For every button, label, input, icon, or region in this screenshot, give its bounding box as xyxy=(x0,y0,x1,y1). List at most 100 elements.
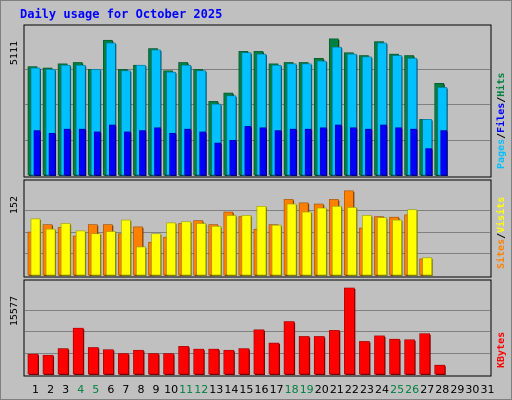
kbytes-max-label: 15577 xyxy=(9,296,20,326)
hits-pages-bar-26 xyxy=(410,128,417,176)
visits-sites-bar-5 xyxy=(90,233,101,276)
panel-kbytes: 15577 KBytes xyxy=(9,279,507,377)
kbytes-kbytes-bar-23 xyxy=(359,341,370,375)
hits-pages-bar-15 xyxy=(244,126,252,176)
x-tick-label-7: 7 xyxy=(122,383,129,396)
visits-sites-bar-26 xyxy=(407,209,417,276)
hits-pages-bar-20 xyxy=(319,127,327,176)
hits-legend-item-2: Files xyxy=(495,103,507,133)
visits-legend: Sites/Visits xyxy=(495,197,507,269)
kbytes-kbytes-bar-12 xyxy=(193,348,205,375)
hits-pages-bar-8 xyxy=(139,130,146,176)
hits-pages-bar-18 xyxy=(289,128,297,176)
hits-pages-bar-27 xyxy=(425,148,432,176)
visits-sites-bar-19 xyxy=(301,211,312,276)
hits-pages-bar-28 xyxy=(440,130,448,176)
kbytes-kbytes-bar-2 xyxy=(42,354,54,375)
x-tick-label-4: 4 xyxy=(77,383,84,396)
hits-pages-bar-17 xyxy=(274,130,282,176)
x-tick-label-2: 2 xyxy=(47,383,54,396)
visits-max-label: 152 xyxy=(9,196,20,214)
chart-title: Daily usage for October 2025 xyxy=(20,7,222,21)
kbytes-kbytes-bar-21 xyxy=(328,330,340,375)
visits-sites-bar-15 xyxy=(241,215,252,276)
x-tick-label-11: 11 xyxy=(179,383,193,396)
x-tick-label-10: 10 xyxy=(164,383,178,396)
panel-visits: 152 Sites/Visits xyxy=(9,179,507,278)
visits-sites-bar-3 xyxy=(60,223,71,276)
hits-pages-bar-13 xyxy=(214,142,222,176)
kbytes-kbytes-bar-8 xyxy=(133,349,144,375)
kbytes-kbytes-bar-17 xyxy=(268,342,280,375)
kbytes-kbytes-bar-16 xyxy=(253,329,265,375)
kbytes-kbytes-bar-1 xyxy=(27,353,39,375)
hits-pages-bar-11 xyxy=(184,128,191,176)
kbytes-kbytes-bar-18 xyxy=(283,321,295,375)
kbytes-kbytes-bar-26 xyxy=(404,339,415,375)
visits-sites-bar-22 xyxy=(347,207,357,276)
visits-sites-bar-12 xyxy=(196,223,207,276)
x-tick-label-13: 13 xyxy=(209,383,223,396)
x-tick-label-5: 5 xyxy=(92,383,99,396)
kbytes-kbytes-bar-3 xyxy=(57,348,69,375)
visits-sites-bar-11 xyxy=(181,221,191,276)
hits-legend-item-4: Hits xyxy=(495,73,507,97)
kbytes-kbytes-bar-22 xyxy=(344,287,355,375)
hits-pages-bar-19 xyxy=(304,128,312,176)
hits-pages-bar-22 xyxy=(350,127,357,176)
x-tick-label-16: 16 xyxy=(255,383,269,396)
hits-pages-bar-2 xyxy=(48,133,56,176)
hits-pages-bar-1 xyxy=(33,130,41,176)
hits-legend-item-3: / xyxy=(496,97,507,103)
x-tick-label-23: 23 xyxy=(360,383,374,396)
kbytes-kbytes-bar-15 xyxy=(238,348,250,375)
visits-sites-bar-7 xyxy=(121,219,131,276)
x-tick-label-29: 29 xyxy=(450,383,464,396)
kbytes-kbytes-bar-5 xyxy=(87,347,99,375)
x-tick-label-24: 24 xyxy=(375,383,389,396)
x-tick-label-18: 18 xyxy=(285,383,299,396)
kbytes-kbytes-bar-24 xyxy=(374,335,385,375)
visits-legend-item-2: Visits xyxy=(495,197,507,233)
visits-sites-bar-27 xyxy=(422,257,432,276)
x-tick-label-3: 3 xyxy=(62,383,69,396)
visits-sites-bar-10 xyxy=(166,222,176,276)
x-tick-label-28: 28 xyxy=(435,383,449,396)
kbytes-legend-item-0: KBytes xyxy=(496,332,507,368)
visits-legend-item-1: / xyxy=(496,233,507,239)
hits-legend-item-0: Pages xyxy=(496,139,507,169)
kbytes-kbytes-bar-20 xyxy=(313,336,325,375)
kbytes-kbytes-bar-13 xyxy=(208,348,220,375)
visits-legend-item-0: Sites xyxy=(495,239,507,269)
hits-max-label: 5111 xyxy=(9,41,20,65)
kbytes-legend: KBytes xyxy=(496,332,507,368)
visits-sites-bar-17 xyxy=(271,224,282,276)
hits-pages-bar-12 xyxy=(199,131,207,176)
hits-pages-bar-25 xyxy=(395,127,402,176)
hits-legend: Pages/Files/Hits xyxy=(495,73,507,169)
visits-sites-bar-24 xyxy=(377,217,387,276)
visits-sites-bar-16 xyxy=(256,206,267,276)
x-tick-label-1: 1 xyxy=(32,383,39,396)
hits-pages-bar-16 xyxy=(259,127,267,176)
kbytes-kbytes-bar-28 xyxy=(434,364,446,375)
visits-sites-bar-23 xyxy=(362,215,372,276)
hits-pages-bar-3 xyxy=(63,128,71,176)
x-tick-label-21: 21 xyxy=(330,383,344,396)
visits-sites-bar-14 xyxy=(226,215,237,276)
kbytes-kbytes-bar-6 xyxy=(103,349,114,375)
visits-sites-bar-4 xyxy=(75,230,86,276)
kbytes-kbytes-bar-7 xyxy=(118,353,129,375)
hits-pages-bar-9 xyxy=(154,127,161,176)
x-tick-label-19: 19 xyxy=(300,383,314,396)
kbytes-kbytes-bar-10 xyxy=(163,353,174,375)
x-tick-label-26: 26 xyxy=(405,383,419,396)
visits-sites-bar-1 xyxy=(30,218,41,276)
x-tick-label-8: 8 xyxy=(137,383,144,396)
kbytes-kbytes-bar-27 xyxy=(419,333,430,375)
hits-pages-bar-14 xyxy=(229,139,237,176)
x-tick-label-12: 12 xyxy=(194,383,208,396)
x-tick-label-30: 30 xyxy=(465,383,479,396)
